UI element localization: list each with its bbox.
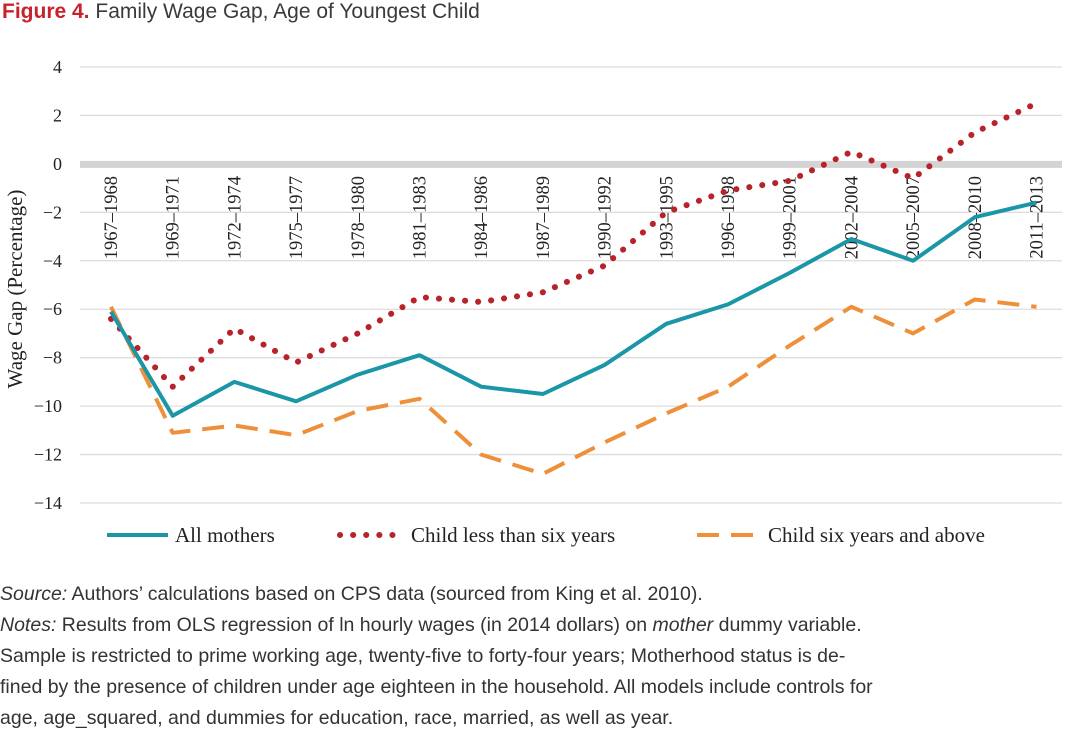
line-chart: 4 2 0 −2 −4 −6 −8 −10 −12 −14 Wage Gap (Percentag… (3, 57, 1062, 547)
y-tick-label: 0 (53, 154, 62, 174)
figure-title: Figure 4. Family Wage Gap, Age of Younge… (2, 0, 480, 24)
x-tick-label: 1990–1992 (596, 176, 616, 259)
gridlines (80, 66, 1062, 504)
y-tick-label: −8 (43, 348, 62, 368)
legend-label: Child less than six years (411, 523, 615, 547)
x-tick-label: 1975–1977 (287, 176, 307, 259)
x-tick-label: 1981–1983 (411, 176, 431, 259)
x-tick-label: 1996–1998 (719, 176, 739, 259)
x-tick-label: 1969–1971 (164, 176, 184, 259)
y-axis-label: Wage Gap (Percentage) (3, 190, 27, 389)
y-tick-label: −12 (34, 445, 62, 465)
series-line-dashed (109, 297, 1037, 476)
x-tick-label: 1999–2001 (781, 176, 801, 259)
figure-label: Figure 4. (2, 0, 90, 23)
x-tick-label: 1984–1986 (472, 176, 492, 259)
notes-line-1: Notes: Results from OLS regression of ln… (0, 610, 1080, 641)
figure-notes: Source: Authors’ calculations based on C… (0, 579, 1080, 734)
y-tick-label: 4 (53, 57, 62, 77)
x-tick-label: 2002–2004 (842, 176, 862, 259)
y-tick-label: −6 (43, 299, 62, 319)
y-tick-label: −10 (34, 396, 62, 416)
source-line: Source: Authors’ calculations based on C… (0, 579, 1080, 610)
legend-label: Child six years and above (768, 523, 985, 547)
legend-label: All mothers (175, 523, 275, 547)
notes-text-1a: Results from OLS regression of ln hourly… (56, 614, 653, 636)
notes-text-1-emphasis: mother (652, 614, 714, 636)
x-tick-label: 1972–1974 (225, 176, 245, 259)
figure-title-text: Family Wage Gap, Age of Youngest Child (95, 0, 480, 23)
notes-line-2: Sample is restricted to prime working ag… (0, 645, 846, 667)
x-tick-label: 1978–1980 (349, 176, 369, 259)
series-lines (108, 100, 1040, 476)
x-tick-label: 1987–1989 (534, 176, 554, 259)
y-tick-label: −4 (43, 251, 62, 271)
x-tick-label: 1967–1968 (102, 176, 122, 259)
y-axis-ticks: 4 2 0 −2 −4 −6 −8 −10 −12 −14 (34, 57, 62, 513)
source-label: Source: (0, 583, 68, 605)
notes-label: Notes: (0, 614, 57, 636)
zero-line (80, 160, 1062, 168)
series-line-solid (109, 200, 1037, 418)
x-tick-label: 2005–2007 (904, 176, 924, 259)
notes-line-3: fined by the presence of children under … (0, 676, 873, 698)
x-tick-label: 2011–2013 (1028, 176, 1048, 259)
y-tick-label: −14 (34, 493, 62, 513)
y-tick-label: −2 (43, 202, 62, 222)
x-axis-ticks: 1967–1968 1969–1971 1972–1974 1975–1977 1978… (102, 176, 1048, 259)
y-tick-label: 2 (53, 105, 62, 125)
notes-line-4: age, age_squared, and dummies for educat… (0, 707, 674, 729)
source-text: Authors’ calculations based on CPS data … (67, 583, 703, 605)
series-line-dotted (108, 100, 1040, 390)
x-tick-label: 1993–1995 (657, 176, 677, 259)
legend: All mothers Child less than six years Chil… (107, 523, 985, 547)
notes-text-1b: dummy variable. (713, 614, 862, 636)
